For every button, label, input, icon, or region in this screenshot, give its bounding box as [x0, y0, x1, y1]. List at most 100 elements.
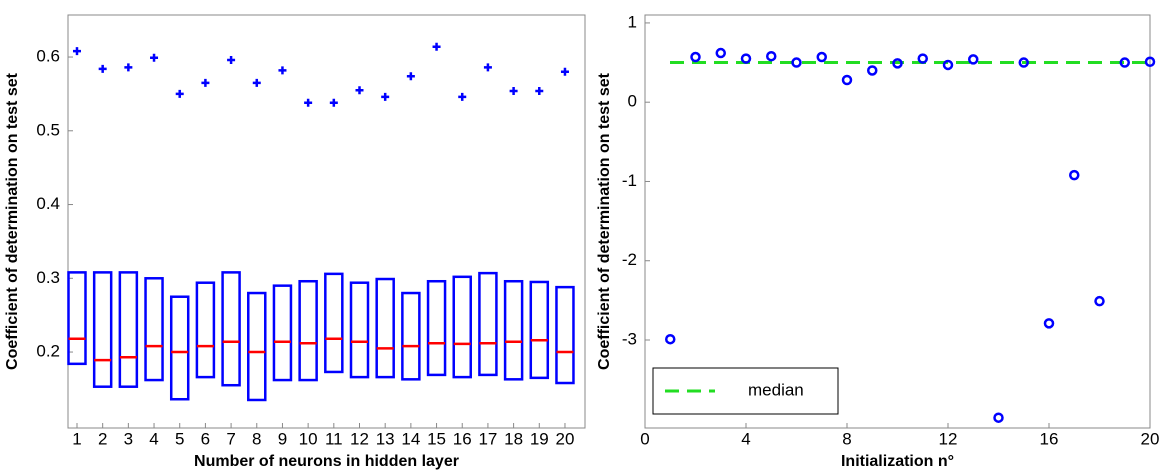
y-axis-label: Coefficient of determination on test set	[596, 72, 613, 370]
y-tick-label: -1	[622, 171, 637, 190]
y-tick-label: 0	[628, 92, 637, 111]
outlier	[72, 47, 81, 56]
y-tick-label: 0.5	[36, 120, 60, 139]
y-axis-label: Coefficient of determination on test set	[4, 72, 21, 370]
box	[401, 291, 421, 381]
y-tick-label: -3	[622, 329, 637, 348]
box	[221, 271, 241, 387]
box	[247, 291, 267, 402]
x-tick-label: 10	[299, 429, 318, 448]
x-axis-label: Initialization n°	[841, 453, 954, 470]
x-tick-label: 2	[98, 429, 107, 448]
outlier	[150, 53, 159, 62]
box	[324, 272, 344, 374]
y-tick-label: 0.2	[36, 342, 60, 361]
x-tick-label: 16	[453, 429, 472, 448]
y-tick-label: -2	[622, 250, 637, 269]
outlier	[329, 98, 338, 107]
x-tick-label: 17	[478, 429, 497, 448]
point	[1094, 295, 1105, 307]
point	[993, 412, 1004, 423]
x-tick-label: 3	[124, 429, 133, 448]
point	[766, 50, 777, 62]
x-tick-label: 20	[556, 429, 575, 448]
box	[272, 284, 293, 382]
box	[503, 279, 524, 381]
point	[1018, 57, 1029, 68]
y-tick-label: 1	[628, 12, 637, 31]
point	[1144, 56, 1156, 68]
x-tick-label: 16	[1040, 429, 1059, 448]
outlier	[355, 86, 364, 95]
x-tick-label: 11	[325, 429, 343, 448]
box	[452, 275, 472, 379]
box	[298, 279, 318, 382]
point	[1119, 57, 1130, 68]
x-tick-label: 19	[530, 429, 549, 448]
point	[1043, 318, 1055, 329]
x-tick-label: 0	[640, 429, 649, 448]
outlier	[98, 64, 107, 73]
outlier	[535, 86, 544, 95]
x-tick-label: 15	[427, 429, 446, 448]
legend-label: median	[748, 380, 804, 399]
outlier	[406, 72, 415, 81]
x-tick-label: 4	[741, 429, 750, 448]
outlier	[201, 78, 210, 87]
point	[816, 51, 827, 63]
x-tick-label: 7	[226, 429, 235, 448]
x-tick-label: 8	[252, 429, 261, 448]
outlier	[458, 92, 467, 101]
box	[349, 281, 370, 379]
plot-area	[644, 14, 1151, 429]
box	[195, 281, 216, 379]
point	[942, 59, 954, 71]
outlier	[483, 63, 492, 72]
y-tick-label: 0.3	[36, 268, 60, 287]
box	[426, 279, 447, 377]
outlier	[227, 55, 236, 64]
x-tick-label: 1	[72, 429, 81, 448]
y-tick-label: 0.4	[36, 194, 60, 213]
x-tick-label: 12	[350, 429, 369, 448]
x-tick-label: 8	[842, 429, 851, 448]
outlier	[278, 66, 287, 75]
x-tick-label: 9	[278, 429, 287, 448]
box	[375, 277, 395, 379]
x-tick-label: 18	[504, 429, 523, 448]
outlier	[304, 98, 313, 107]
x-tick-label: 4	[149, 429, 158, 448]
box	[144, 277, 164, 382]
outlier	[432, 42, 441, 51]
x-tick-label: 5	[175, 429, 184, 448]
box	[555, 285, 575, 385]
outlier	[175, 89, 184, 98]
point	[1069, 169, 1080, 181]
point	[917, 53, 928, 64]
x-axis-label: Number of neurons in hidden layer	[194, 453, 459, 470]
box	[478, 271, 498, 377]
point	[892, 58, 903, 69]
x-tick-label: 13	[376, 429, 395, 448]
x-tick-label: 6	[201, 429, 210, 448]
outlier	[560, 67, 569, 76]
point	[867, 65, 878, 76]
outlier	[509, 86, 518, 95]
box	[92, 271, 113, 388]
outlier	[124, 63, 133, 72]
y-tick-label: 0.6	[36, 47, 60, 66]
point	[715, 47, 726, 59]
outlier	[252, 78, 261, 87]
point	[740, 53, 752, 64]
point	[841, 74, 853, 86]
point	[665, 333, 676, 345]
point	[968, 54, 979, 65]
point	[791, 57, 802, 68]
box	[67, 271, 87, 366]
box	[529, 280, 550, 380]
point	[690, 51, 701, 63]
outlier	[381, 92, 390, 101]
x-tick-label: 12	[939, 429, 958, 448]
